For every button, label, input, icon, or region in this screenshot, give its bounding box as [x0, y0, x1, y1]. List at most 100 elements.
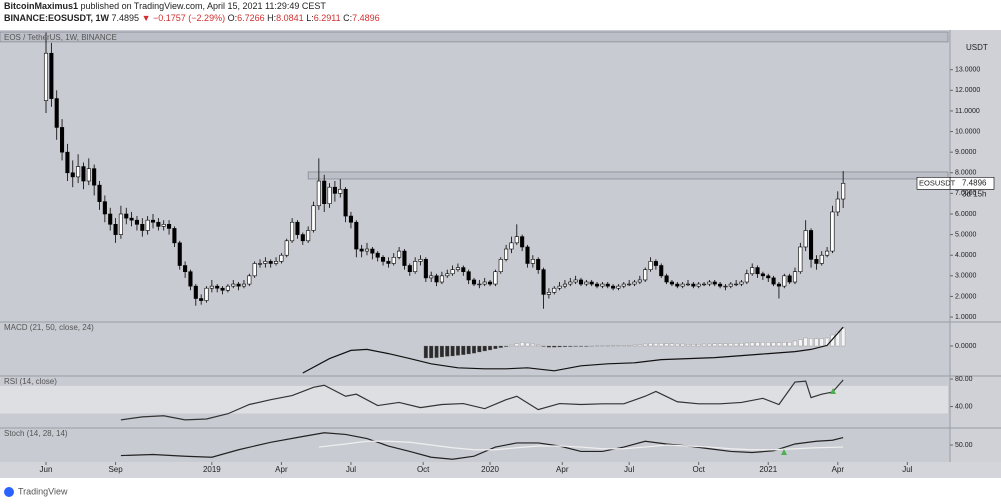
candle-body	[621, 283, 626, 287]
candle-body	[423, 259, 428, 279]
y-tick-label: 0.0000	[955, 343, 977, 350]
candle-body	[92, 168, 97, 186]
histogram-bar	[814, 338, 819, 347]
header-line: BitcoinMaximus1 published on TradingView…	[4, 1, 326, 11]
histogram-bar	[493, 345, 498, 349]
candle-body	[680, 283, 685, 287]
histogram-bar	[712, 343, 717, 347]
histogram-bar	[498, 345, 503, 348]
zone	[0, 31, 949, 43]
histogram-bar	[504, 345, 509, 347]
y-tick-label: 10.0000	[955, 128, 980, 135]
candle-body	[712, 281, 717, 285]
candle-body	[664, 275, 669, 283]
y-tick-label: 13.0000	[955, 67, 980, 74]
candle-body	[557, 285, 562, 289]
histogram-bar	[546, 345, 551, 348]
y-tick-label: 9.0000	[955, 149, 977, 156]
pane-title: MACD (21, 50, close, 24)	[4, 323, 94, 332]
candle-body	[183, 265, 188, 273]
zone	[307, 171, 949, 180]
y-tick-label: 80.00	[955, 376, 973, 383]
histogram-bar	[477, 345, 482, 353]
candle-body	[418, 259, 423, 262]
histogram-bar	[541, 345, 546, 347]
candle-body	[257, 263, 263, 265]
candle-body	[97, 184, 102, 202]
histogram-bar	[632, 344, 637, 347]
pane-title: Stoch (14, 28, 14)	[4, 429, 68, 438]
indicator-line	[120, 379, 844, 421]
candle-body	[546, 292, 551, 295]
x-tick-label: Jul	[346, 465, 356, 474]
candle-body	[102, 201, 107, 215]
candle-body	[595, 283, 600, 287]
candle-body	[343, 188, 348, 217]
y-tick-label: 1.0000	[955, 314, 977, 321]
y-tick-label: 40.00	[955, 403, 973, 410]
chart-layer: Jun Sep 2019 Apr Jul Oct 2020 Apr Jul Oct 2021 Apr J…	[0, 30, 1001, 474]
histogram-bar	[744, 342, 749, 347]
candle-body	[274, 261, 279, 264]
candle-body	[241, 283, 246, 287]
last-price: 7.4896	[962, 178, 987, 187]
candle-body	[70, 172, 75, 178]
x-tick-label: Apr	[275, 465, 288, 474]
candle-body	[702, 283, 707, 286]
candle-body	[584, 281, 589, 285]
candle-body	[402, 250, 407, 266]
histogram-bar	[509, 344, 514, 347]
histogram-bar	[702, 343, 707, 347]
candle-body	[327, 186, 332, 204]
candle-body	[766, 275, 771, 279]
candle-body	[691, 283, 696, 287]
histogram-bar	[578, 345, 584, 347]
candle-body	[145, 219, 150, 231]
x-tick-label: Oct	[692, 465, 705, 474]
y-tick-label: 6.0000	[955, 211, 977, 218]
histogram-bar	[809, 338, 814, 347]
candle-body	[798, 246, 803, 273]
high-label: H:	[267, 13, 276, 23]
candle-body	[552, 287, 557, 293]
histogram-bar	[434, 345, 439, 358]
candle-body	[134, 219, 139, 225]
candle-body	[386, 261, 391, 264]
candle-body	[167, 224, 172, 229]
candle-body	[43, 52, 49, 101]
histogram-bar	[675, 343, 680, 347]
histogram-bar	[514, 343, 519, 347]
candle-body	[568, 281, 573, 285]
candle-body	[835, 198, 840, 213]
x-tick-label: Oct	[417, 465, 430, 474]
x-tick-label: Apr	[832, 465, 845, 474]
candle-body	[477, 283, 482, 286]
candle-body	[589, 281, 594, 285]
candle-body	[397, 250, 402, 258]
histogram-bar	[429, 345, 434, 359]
candle-body	[718, 283, 723, 287]
candle-body	[375, 252, 380, 258]
histogram-bar	[461, 345, 466, 355]
change-arrow: ▼	[142, 13, 151, 23]
candle-body	[54, 98, 59, 128]
x-tick-label: 2020	[481, 465, 499, 474]
pane-title: RSI (14, close)	[4, 377, 57, 386]
candle-body	[413, 261, 418, 273]
candle-body	[188, 271, 193, 287]
histogram-bar	[664, 343, 669, 347]
histogram-bar	[637, 344, 642, 347]
candle-body	[60, 127, 65, 153]
last-price: 7.4895	[112, 13, 140, 23]
candle-body	[841, 182, 846, 200]
candle-body	[284, 240, 289, 256]
x-tick-label: Jul	[624, 465, 634, 474]
histogram-bar	[830, 334, 835, 347]
histogram-bar	[530, 343, 535, 347]
histogram-bar	[605, 345, 610, 347]
brand-logo	[4, 487, 14, 497]
candle-body	[370, 248, 375, 254]
y-tick-label: 3.0000	[955, 273, 977, 280]
histogram-bar	[782, 342, 787, 347]
